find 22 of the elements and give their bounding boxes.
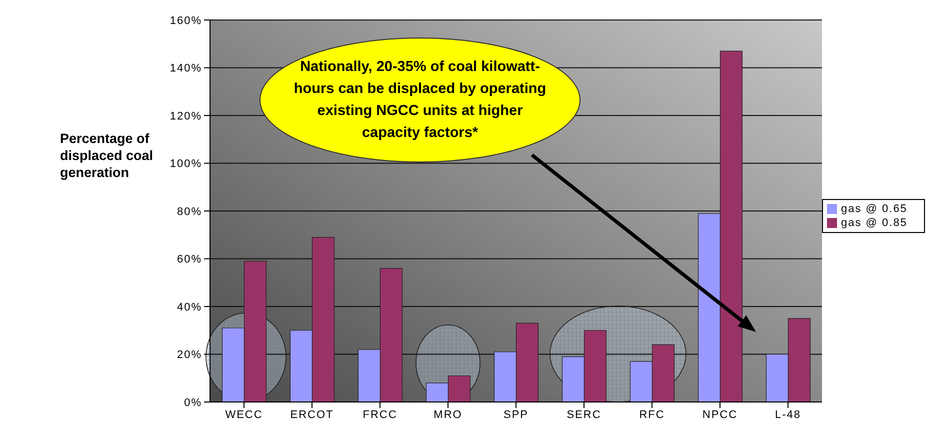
annotation: Nationally, 20-35% of coal kilowatt-hours can be displaced by operating existing NGCC units at higher capacity factors* xyxy=(292,58,548,143)
y-tick-label: 40% xyxy=(176,301,202,314)
x-tick-label: SERC xyxy=(566,408,602,421)
x-tick-label: FRCC xyxy=(362,408,398,421)
x-tick-label: SPP xyxy=(503,408,529,421)
y-tick-label: 160% xyxy=(170,14,202,27)
x-tick-label: ERCOT xyxy=(290,408,334,421)
y-tick-label: 60% xyxy=(176,254,202,266)
x-tick-label: NPCC xyxy=(702,408,738,421)
x-tick-label: RFC xyxy=(639,408,665,421)
legend-label: gas @ 0.85 xyxy=(841,217,908,229)
legend-label: gas @ 0.65 xyxy=(841,203,908,215)
x-tick-label: L-48 xyxy=(774,408,802,421)
y-axis-title: Percentage of displaced coal generation xyxy=(60,130,154,181)
x-tick-label: MRO xyxy=(434,408,462,421)
y-tick-label: 120% xyxy=(170,110,202,122)
y-tick-label: 80% xyxy=(176,206,202,218)
y-tick-label: 20% xyxy=(176,349,202,362)
y-tick-label: 0% xyxy=(184,396,202,409)
y-tick-label: 140% xyxy=(170,62,202,75)
y-tick-label: 100% xyxy=(170,158,202,170)
x-tick-label: WECC xyxy=(225,408,263,421)
